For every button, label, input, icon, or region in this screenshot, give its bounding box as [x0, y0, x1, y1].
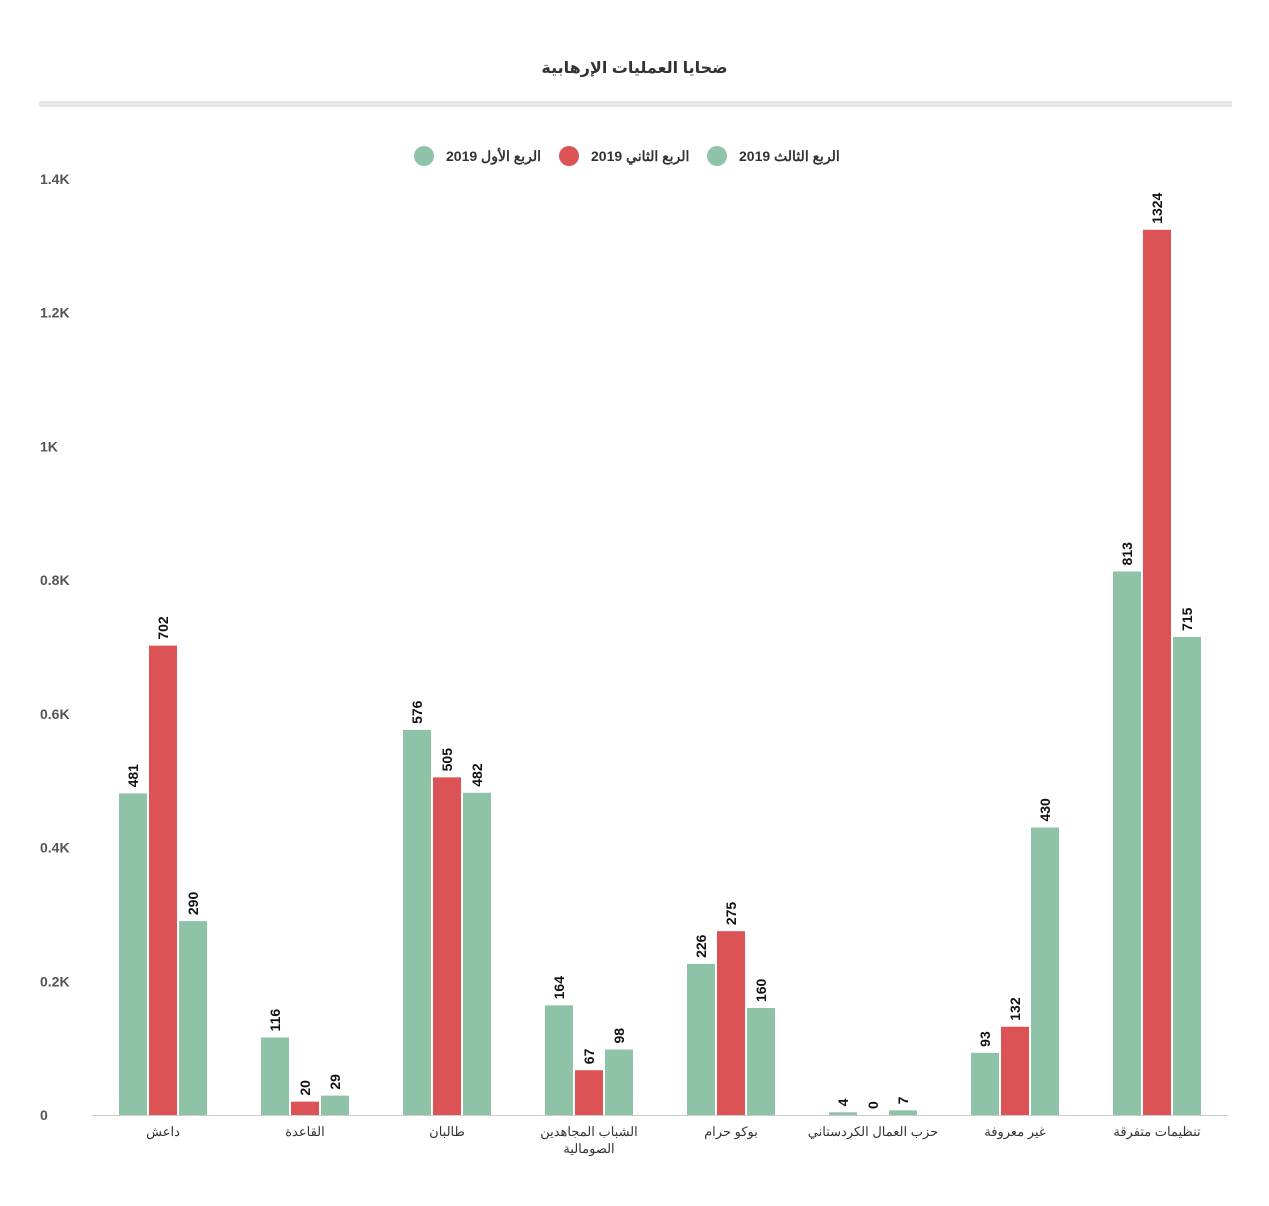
- data-label: 430: [1037, 798, 1053, 822]
- bar: [179, 921, 207, 1115]
- x-tick-label: غير معروفة: [984, 1124, 1046, 1140]
- y-axis: 0 0.2K 0.4K 0.6K 0.8K 1K 1.2K 1.4K: [40, 171, 70, 1123]
- title-divider: [39, 101, 1232, 107]
- bar: [403, 729, 431, 1115]
- x-tick-label: حزب العمال الكردستاني: [808, 1124, 938, 1140]
- bar: [149, 645, 177, 1115]
- data-label: 29: [327, 1074, 343, 1090]
- bar: [1173, 636, 1201, 1115]
- bars: 481 702 290 116 20 29 576 505 482 164 67 98 226 275 16…: [119, 192, 1201, 1116]
- data-label: 93: [977, 1031, 993, 1047]
- legend-label: الربع الثاني 2019: [591, 148, 689, 165]
- data-label: 4: [835, 1098, 851, 1106]
- data-label: 7: [895, 1096, 911, 1104]
- bar: [1031, 827, 1059, 1115]
- legend: الربع الأول 2019 الربع الثاني 2019 الربع ا…: [414, 146, 840, 166]
- bar: [1143, 229, 1171, 1116]
- data-label: 0: [865, 1101, 881, 1109]
- data-label: 164: [551, 976, 567, 1000]
- x-axis: داعش القاعدة طالبان الشباب المجاهدينالصومال…: [92, 1115, 1228, 1157]
- bar: [261, 1037, 289, 1115]
- y-tick-label: 0.2K: [40, 973, 70, 989]
- data-label: 715: [1179, 607, 1195, 631]
- x-tick-label: الصومالية: [563, 1141, 614, 1157]
- x-tick-label: القاعدة: [285, 1124, 325, 1139]
- bar: [545, 1005, 573, 1115]
- data-label: 160: [753, 978, 769, 1002]
- bar: [687, 963, 715, 1115]
- data-label: 20: [297, 1080, 313, 1096]
- data-label: 505: [439, 748, 455, 772]
- bar: [433, 777, 461, 1115]
- data-label: 1324: [1149, 192, 1165, 223]
- x-tick-label: داعش: [146, 1124, 180, 1140]
- data-label: 481: [125, 764, 141, 788]
- bar: [717, 931, 745, 1115]
- y-tick-label: 1.2K: [40, 305, 70, 321]
- legend-marker: [707, 146, 727, 166]
- bar: [1001, 1026, 1029, 1115]
- data-label: 576: [409, 700, 425, 724]
- y-tick-label: 0: [40, 1107, 48, 1123]
- legend-marker: [559, 146, 579, 166]
- bar: [119, 793, 147, 1115]
- y-tick-label: 1K: [40, 438, 58, 454]
- bar: [605, 1049, 633, 1115]
- data-label: 226: [693, 934, 709, 958]
- y-tick-label: 0.4K: [40, 840, 70, 856]
- x-tick-label: الشباب المجاهدين: [540, 1124, 638, 1140]
- bar: [1113, 571, 1141, 1115]
- bar: [889, 1110, 917, 1115]
- bar: [463, 792, 491, 1115]
- legend-label: الربع الثالث 2019: [739, 148, 840, 165]
- y-tick-label: 0.6K: [40, 706, 70, 722]
- y-tick-label: 0.8K: [40, 572, 70, 588]
- data-label: 275: [723, 902, 739, 926]
- data-label: 132: [1007, 997, 1023, 1021]
- data-label: 482: [469, 763, 485, 787]
- bar: [291, 1101, 319, 1115]
- data-label: 813: [1119, 542, 1135, 566]
- bar: [829, 1112, 857, 1115]
- bar: [747, 1008, 775, 1115]
- x-tick-label: بوكو حرام: [704, 1124, 758, 1140]
- data-label: 290: [185, 892, 201, 916]
- data-label: 702: [155, 616, 171, 640]
- bar: [971, 1052, 999, 1115]
- legend-label: الربع الأول 2019: [446, 147, 541, 165]
- data-label: 116: [267, 1009, 283, 1032]
- y-tick-label: 1.4K: [40, 171, 70, 187]
- data-label: 98: [611, 1028, 627, 1044]
- chart-title: ضحايا العمليات الإرهابية: [541, 60, 728, 77]
- legend-marker: [414, 146, 434, 166]
- x-tick-label: تنظيمات متفرقة: [1113, 1124, 1201, 1140]
- x-tick-label: طالبان: [429, 1124, 465, 1139]
- data-label: 67: [581, 1048, 597, 1064]
- bar: [575, 1070, 603, 1115]
- bar: [321, 1095, 349, 1115]
